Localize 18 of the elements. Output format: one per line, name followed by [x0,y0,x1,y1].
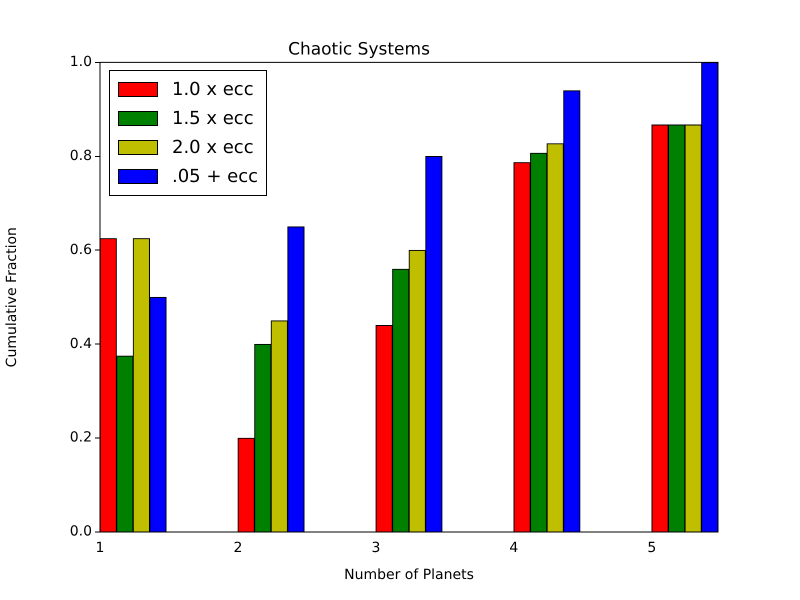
x-tick-label: 2 [233,540,242,556]
y-axis-title: Cumulative Fraction [4,227,20,368]
legend-label: 1.5 x ecc [172,108,254,130]
y-tick-label: 0.4 [70,336,92,352]
x-tick-label: 4 [509,540,518,556]
x-tick-label: 3 [371,540,380,556]
x-tick-label: 5 [647,540,656,556]
y-tick-label: 0.2 [70,430,92,446]
y-tick-label: 1.0 [70,54,92,70]
y-tick-label: 0.6 [70,242,92,258]
chart-title: Chaotic Systems [288,40,430,60]
x-tick-label: 1 [96,540,104,556]
x-axis-title: Number of Planets [344,567,474,584]
y-tick-label: 0.8 [70,148,92,164]
legend-label: 2.0 x ecc [172,137,254,158]
legend-label: .05 + ecc [172,166,258,188]
legend-label: 1.0 x ecc [172,79,254,100]
y-tick-label: 0.0 [70,524,92,540]
